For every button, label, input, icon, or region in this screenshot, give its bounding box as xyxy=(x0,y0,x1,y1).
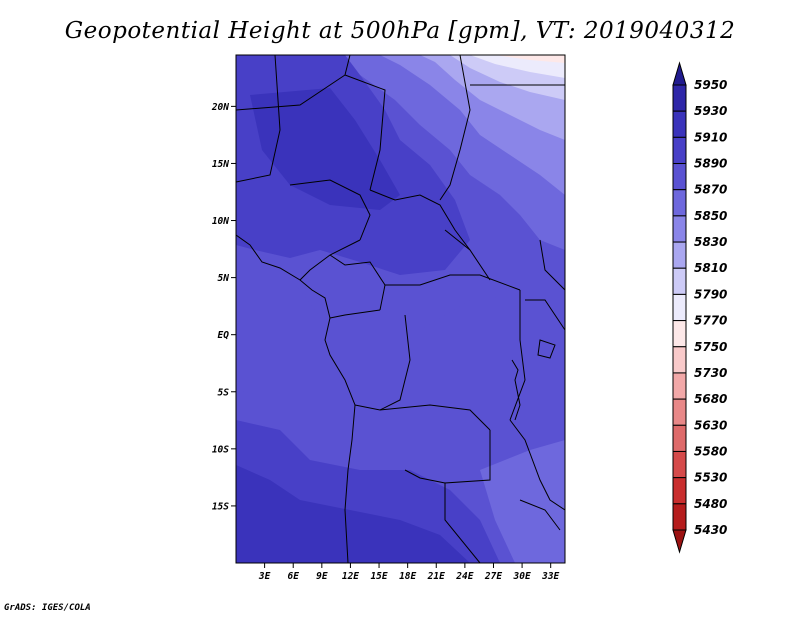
map-frame xyxy=(235,54,566,564)
colorbar-segment xyxy=(672,84,687,112)
colorbar-label: 5950 xyxy=(694,78,727,92)
colorbar-label: 5430 xyxy=(694,523,727,537)
colorbar-top-arrow xyxy=(672,61,687,86)
colorbar-segment xyxy=(672,189,687,217)
colorbar-segment xyxy=(672,163,687,191)
colorbar-label: 5770 xyxy=(694,314,727,328)
colorbar-segment xyxy=(672,215,687,243)
colorbar-segment xyxy=(672,503,687,531)
y-tick-label: 15S xyxy=(212,501,229,512)
y-tick-label: EQ xyxy=(218,330,230,341)
colorbar-label: 5680 xyxy=(694,392,727,406)
colorbar-segment xyxy=(672,450,687,479)
colorbar-label: 5530 xyxy=(694,471,727,485)
colorbar-bottom-arrow xyxy=(672,529,687,554)
colorbar-label: 5870 xyxy=(694,183,727,197)
x-tick-label: 21E xyxy=(427,571,445,582)
colorbar-label: 5810 xyxy=(694,261,727,275)
colorbar-segment xyxy=(672,372,687,400)
x-tick-label: 9E xyxy=(316,571,328,582)
x-axis: 3E 6E 9E 12E 15E 18E 21E 24E 27E 30E 33E xyxy=(258,563,560,582)
colorbar-label: 5630 xyxy=(694,418,727,432)
y-tick-label: 20N xyxy=(211,102,229,113)
colorbar-label: 5750 xyxy=(694,340,727,354)
colorbar-segment xyxy=(672,293,687,322)
colorbar: 5950 5930 5910 5890 5870 5850 5830 5810 5790 5770… xyxy=(672,61,727,554)
colorbar-segment xyxy=(672,320,687,348)
x-tick-label: 27E xyxy=(484,571,502,582)
colorbar-segment xyxy=(672,136,687,165)
x-tick-label: 30E xyxy=(513,571,531,582)
y-tick-label: 10S xyxy=(212,444,229,455)
colorbar-label: 5830 xyxy=(694,235,727,249)
colorbar-label: 5480 xyxy=(694,497,727,511)
y-axis: 20N 15N 10N 5N EQ 5S 10S 15S xyxy=(211,102,236,512)
x-tick-label: 12E xyxy=(342,571,359,582)
x-tick-label: 6E xyxy=(287,571,299,582)
colorbar-label: 5580 xyxy=(694,444,727,458)
colorbar-label: 5890 xyxy=(694,157,727,171)
x-tick-label: 24E xyxy=(455,571,473,582)
colorbar-label: 5910 xyxy=(694,130,727,144)
colorbar-label: 5730 xyxy=(694,366,727,380)
colorbar-segment xyxy=(672,424,687,452)
chart-title: Geopotential Height at 500hPa [gpm], VT:… xyxy=(64,18,736,44)
country-borders xyxy=(236,55,565,563)
y-tick-label: 15N xyxy=(212,159,229,170)
x-tick-label: 33E xyxy=(541,571,559,582)
grads-credit: GrADS: IGES/COLA xyxy=(4,603,91,613)
colorbar-label: 5930 xyxy=(694,104,727,118)
y-tick-label: 5S xyxy=(218,387,230,398)
y-tick-label: 10N xyxy=(212,216,229,227)
colorbar-segment xyxy=(672,110,687,138)
colorbar-label: 5790 xyxy=(694,287,727,301)
x-tick-label: 15E xyxy=(370,571,387,582)
colorbar-label: 5850 xyxy=(694,209,727,223)
contour-fill xyxy=(236,55,565,563)
x-tick-label: 3E xyxy=(258,571,271,582)
y-tick-label: 5N xyxy=(218,273,230,284)
colorbar-segment xyxy=(672,477,687,505)
colorbar-segment xyxy=(672,398,687,426)
colorbar-segment xyxy=(672,346,687,374)
x-tick-label: 18E xyxy=(399,571,416,582)
colorbar-segment xyxy=(672,241,687,269)
colorbar-segment xyxy=(672,267,687,295)
